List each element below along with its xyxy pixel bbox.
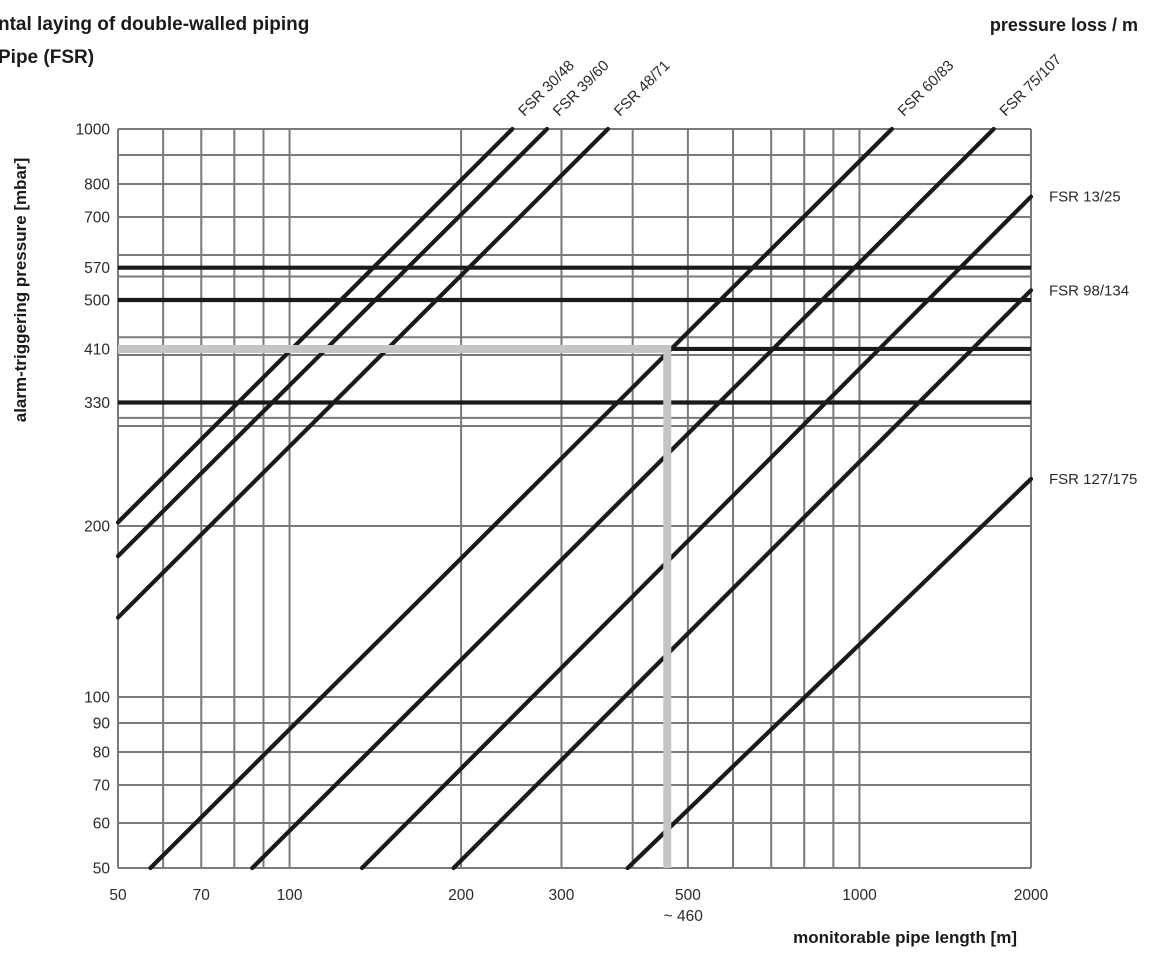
chart-title-line-1: ntal laying of double-walled piping xyxy=(0,14,309,35)
y-axis-title: alarm-triggering pressure [mbar] xyxy=(11,158,30,423)
guide-value-label: ~ 460 xyxy=(664,908,704,925)
x-tick-label-200: 200 xyxy=(448,887,474,904)
series-label-fsr-48-71: FSR 48/71 xyxy=(611,57,674,120)
y-tick-label-200: 200 xyxy=(84,519,110,536)
x-tick-label-50: 50 xyxy=(109,887,127,904)
y-tick-label-570: 570 xyxy=(84,260,110,277)
series-line-fsr-127-175 xyxy=(625,476,1034,871)
series-label-fsr-13-25: FSR 13/25 xyxy=(1049,189,1121,206)
series-lines xyxy=(115,126,1034,871)
reading-guide xyxy=(118,344,672,868)
x-tick-label-100: 100 xyxy=(277,887,303,904)
reading-guide-line xyxy=(118,344,672,868)
y-tick-label-90: 90 xyxy=(93,716,111,733)
axis-ticks: 50 60 70 80 90 100 200 330 410 500 570 700 800 1000 50… xyxy=(76,122,1049,926)
series-line-fsr-39-60 xyxy=(115,126,550,559)
y-tick-label-1000: 1000 xyxy=(76,122,111,139)
y-tick-label-50: 50 xyxy=(93,861,111,878)
y-tick-label-60: 60 xyxy=(93,816,111,833)
series-line-fsr-75-107 xyxy=(250,126,996,871)
y-tick-label-80: 80 xyxy=(93,745,111,762)
series-line-fsr-48-71 xyxy=(115,126,611,620)
series-line-fsr-60-83 xyxy=(148,126,894,871)
x-tick-label-1000: 1000 xyxy=(842,887,877,904)
pressure-loss-per-meter-label: pressure loss / m xyxy=(990,15,1138,35)
series-label-fsr-60-83: FSR 60/83 xyxy=(895,57,958,120)
series-label-fsr-75-107: FSR 75/107 xyxy=(996,51,1065,120)
x-axis-title: monitorable pipe length [m] xyxy=(793,928,1017,947)
y-tick-label-800: 800 xyxy=(84,177,110,194)
series-line-fsr-98-134 xyxy=(451,288,1034,871)
y-tick-label-500: 500 xyxy=(84,292,110,309)
x-tick-label-70: 70 xyxy=(193,887,211,904)
series-label-fsr-98-134: FSR 98/134 xyxy=(1049,282,1129,299)
y-tick-label-700: 700 xyxy=(84,209,110,226)
y-tick-label-410: 410 xyxy=(84,341,110,358)
grid xyxy=(117,128,1032,869)
series-line-fsr-13-25 xyxy=(359,194,1034,871)
y-tick-label-330: 330 xyxy=(84,395,110,412)
x-tick-label-2000: 2000 xyxy=(1014,887,1049,904)
y-tick-label-70: 70 xyxy=(93,777,111,794)
x-tick-label-300: 300 xyxy=(549,887,575,904)
chart-title-line-2: Pipe (FSR) xyxy=(0,47,94,68)
series-line-fsr-30-48 xyxy=(115,126,515,525)
y-tick-label-100: 100 xyxy=(84,690,110,707)
series-label-fsr-127-175: FSR 127/175 xyxy=(1049,471,1137,488)
x-tick-label-500: 500 xyxy=(675,887,701,904)
